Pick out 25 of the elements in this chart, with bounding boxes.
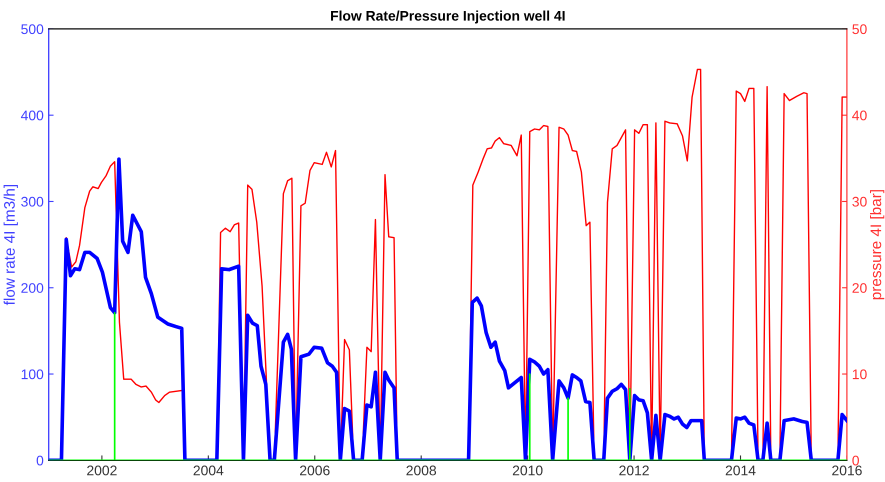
line-series <box>48 157 847 460</box>
x-tick-label: 2012 <box>619 466 649 476</box>
y-tick-label: 200 <box>21 283 44 293</box>
y2-tick-label: 40 <box>852 110 867 120</box>
x-tick-label: 2008 <box>406 466 436 476</box>
y2-tick-label: 30 <box>852 196 867 207</box>
y-axis-title: flow rate 4I [m3/h] <box>4 184 18 306</box>
x-tick-label: 2016 <box>832 466 862 476</box>
y2-axis-title: pressure 4I [bar] <box>870 190 884 300</box>
y-tick-label: 400 <box>20 110 44 120</box>
y-tick-label: 300 <box>21 196 44 207</box>
x-tick-label: 2002 <box>87 466 117 476</box>
chart-title: Flow Rate/Pressure Injection well 4I <box>331 10 565 24</box>
y2-tick-label: 50 <box>852 24 867 34</box>
line-series <box>48 312 847 460</box>
y2-tick-label: 0 <box>852 456 859 466</box>
y-tick-label: 0 <box>36 456 44 466</box>
y2-tick-label: 20 <box>852 283 867 293</box>
x-tick-label: 2004 <box>194 466 224 476</box>
x-tick-label: 2010 <box>512 466 543 476</box>
x-tick-label: 2006 <box>300 466 330 476</box>
y-tick-label: 100 <box>22 369 44 380</box>
y-tick-label: 500 <box>21 24 44 34</box>
y2-tick-label: 10 <box>852 369 867 380</box>
x-tick-label: 2014 <box>726 466 756 476</box>
